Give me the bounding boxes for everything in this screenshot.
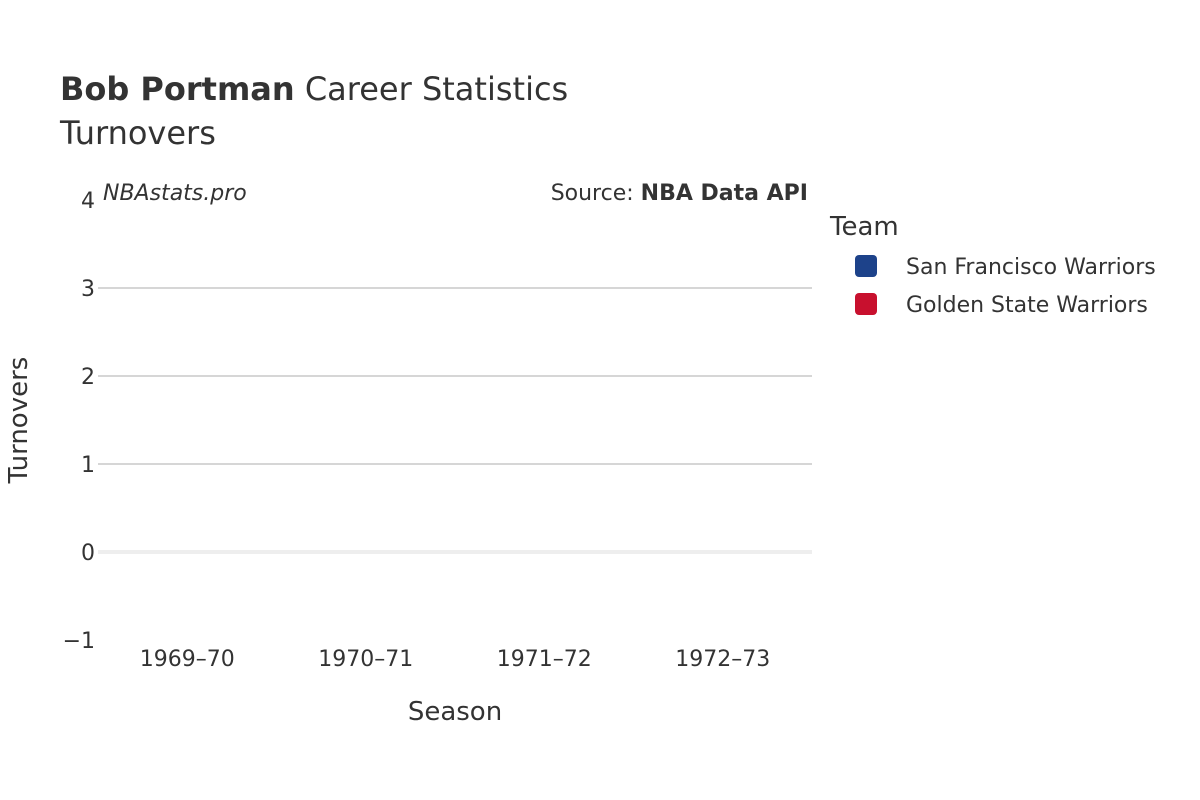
source-prefix: Source: [551,181,641,206]
source-credit: Source: NBA Data API [551,181,808,206]
y-tick-label: 1 [81,453,95,478]
x-axis-ticks: 1969–70 1970–71 1971–72 1972–73 [140,647,770,672]
y-tick-label: 4 [81,189,95,214]
y-axis-title: Turnovers [4,357,34,485]
legend-items: San Francisco Warriors Golden State Warri… [855,255,1156,318]
legend-label: San Francisco Warriors [906,255,1156,280]
y-tick-label: 2 [81,365,95,390]
y-tick-label: 0 [81,541,95,566]
legend: Team San Francisco Warriors Golden State … [829,212,1156,318]
y-tick-label: −1 [63,629,95,654]
chart-title-rest-text: Career Statistics [305,70,568,108]
x-tick-label: 1972–73 [675,647,770,672]
chart-subtitle: Turnovers [59,114,216,152]
y-axis-ticks: −1 0 1 2 3 4 [63,189,95,654]
source-name: NBA Data API [641,181,808,206]
legend-label: Golden State Warriors [906,293,1148,318]
x-tick-label: 1971–72 [497,647,592,672]
legend-swatch [855,255,877,277]
chart-title-player: Bob Portman [60,70,295,108]
x-tick-label: 1969–70 [140,647,235,672]
legend-swatch [855,293,877,315]
legend-title: Team [829,212,899,242]
chart-title: Bob Portman Career Statistics [60,70,568,108]
x-tick-label: 1970–71 [318,647,413,672]
watermark: NBAstats.pro [103,181,247,206]
y-tick-label: 3 [81,277,95,302]
x-axis-title: Season [408,697,502,727]
grid [98,287,812,554]
